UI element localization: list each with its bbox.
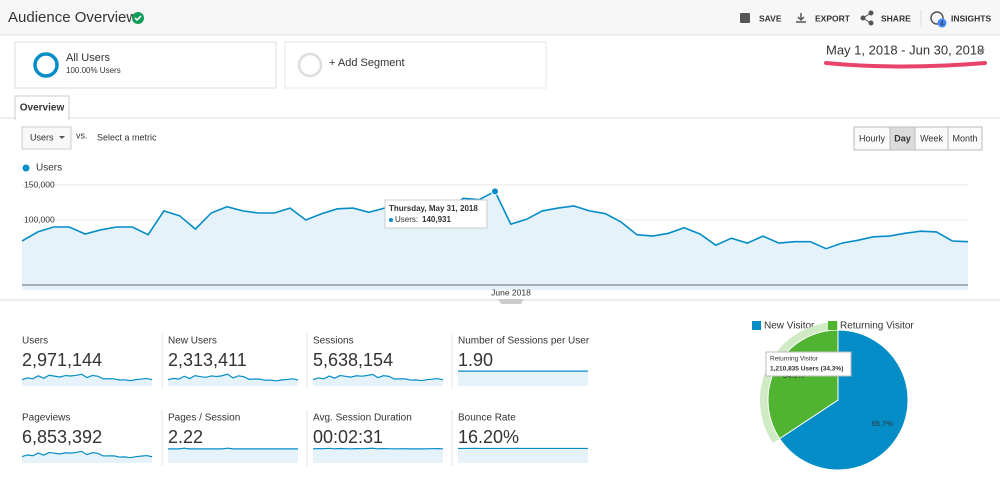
granularity-button[interactable]	[947, 126, 983, 151]
tooltip-label: Users:	[395, 215, 418, 224]
save-icon[interactable]	[740, 13, 750, 23]
legend-label: Users	[36, 163, 62, 174]
sparkline-area	[22, 374, 152, 386]
metric-value: 2,971,144	[22, 350, 102, 370]
header-bar	[0, 0, 1000, 35]
sparkline	[312, 373, 444, 382]
legend-dot	[22, 164, 30, 172]
segment-name: All Users	[66, 52, 111, 64]
segment-ring	[33, 52, 59, 78]
metric-value: 5,638,154	[313, 350, 393, 370]
sparkline	[167, 373, 299, 382]
add-segment-ring	[297, 52, 323, 78]
sparkline-area	[168, 448, 298, 463]
granularity-label[interactable]: Day	[894, 133, 911, 143]
tooltip-dot	[389, 218, 393, 222]
share-icon[interactable]	[860, 10, 874, 26]
export-icon[interactable]	[796, 13, 806, 23]
sparkline	[312, 447, 444, 450]
granularity-label[interactable]: Month	[952, 133, 977, 143]
sparkline-area	[313, 448, 443, 463]
metric-label: Number of Sessions per User	[458, 336, 590, 347]
date-underline	[824, 61, 987, 69]
metric-value: 2.22	[168, 427, 203, 447]
metric-label: Pages / Session	[168, 413, 240, 424]
metric-value: 6,853,392	[22, 427, 102, 447]
page-title: Audience Overview	[8, 9, 137, 26]
metric-label: New Users	[168, 336, 217, 347]
add-segment[interactable]: + Add Segment	[329, 57, 405, 69]
sparkline	[21, 450, 153, 459]
granularity-label[interactable]: Week	[920, 133, 943, 143]
sparkline-area	[22, 451, 152, 463]
sparkline-area	[458, 448, 588, 463]
metric-label: Users	[22, 336, 48, 347]
metric-dropdown[interactable]	[21, 126, 72, 150]
vs-label: vs.	[76, 130, 88, 140]
pie-chart: 65.7%New Visitor34.3%Returning VisitorRe…	[752, 321, 914, 471]
header-action[interactable]: SAVE	[759, 13, 782, 23]
metric-label: Bounce Rate	[458, 413, 516, 424]
segment-card[interactable]	[14, 41, 277, 89]
insights-badge-bg	[937, 18, 947, 28]
tooltip-text: 1,210,835 Users (34.3%)	[770, 366, 843, 373]
tooltip-title: Returning Visitor	[770, 356, 819, 363]
metric-caret	[59, 136, 65, 139]
metric-value: 1.90	[458, 350, 493, 370]
legend-swatch	[752, 321, 761, 330]
header-action[interactable]: SHARE	[881, 13, 911, 23]
metric-label: Avg. Session Duration	[313, 413, 412, 424]
insights-icon[interactable]	[930, 11, 944, 25]
metric-label: Sessions	[313, 336, 354, 347]
add-segment-card[interactable]	[284, 41, 547, 89]
legend-swatch	[828, 321, 837, 330]
select-metric[interactable]: Select a metric	[97, 132, 157, 142]
area	[22, 191, 968, 290]
slice[interactable]	[778, 329, 909, 471]
y-tick-label: 150,000	[24, 179, 55, 189]
verified-check	[134, 15, 142, 22]
metric-value: 2,313,411	[168, 350, 247, 370]
sparkline-area	[458, 371, 588, 386]
sparkline	[168, 447, 298, 450]
collapse-handle[interactable]	[498, 299, 524, 304]
x-axis-label: June 2018	[491, 287, 531, 297]
tooltip-box	[384, 199, 488, 229]
legend-label: New Visitor	[764, 321, 815, 332]
tooltip-value: 140,931	[422, 215, 451, 224]
header-action[interactable]: INSIGHTS	[951, 13, 991, 23]
tooltip-box	[765, 351, 852, 377]
header-action[interactable]: EXPORT	[815, 13, 851, 23]
y-tick-label: 100,000	[24, 214, 55, 224]
metric-value: 16.20%	[458, 427, 519, 447]
granularity-group: Hourly Day Week Month	[853, 126, 983, 151]
legend-label: Returning Visitor	[840, 321, 914, 332]
granularity-label[interactable]: Hourly	[859, 133, 886, 143]
segment-detail: 100.00% Users	[66, 66, 121, 75]
tooltip-title: Thursday, May 31, 2018	[389, 204, 478, 213]
metric-label: Pageviews	[22, 413, 70, 424]
tab-mask	[16, 117, 68, 120]
date-range[interactable]: May 1, 2018 - Jun 30, 2018	[826, 42, 984, 57]
tab-label[interactable]: Overview	[20, 103, 65, 114]
sparkline-area	[313, 374, 443, 386]
metric-name[interactable]: Users	[30, 132, 54, 142]
insights-badge: 4	[940, 20, 944, 27]
sparkline	[21, 373, 153, 382]
date-caret[interactable]	[977, 49, 985, 53]
metrics: Users 2,971,144 New Users 2,313,411 Sessions…	[21, 333, 590, 466]
hover-point	[491, 187, 499, 196]
metric-value: 00:02:31	[313, 427, 383, 447]
slice-label: 65.7%	[872, 419, 894, 428]
